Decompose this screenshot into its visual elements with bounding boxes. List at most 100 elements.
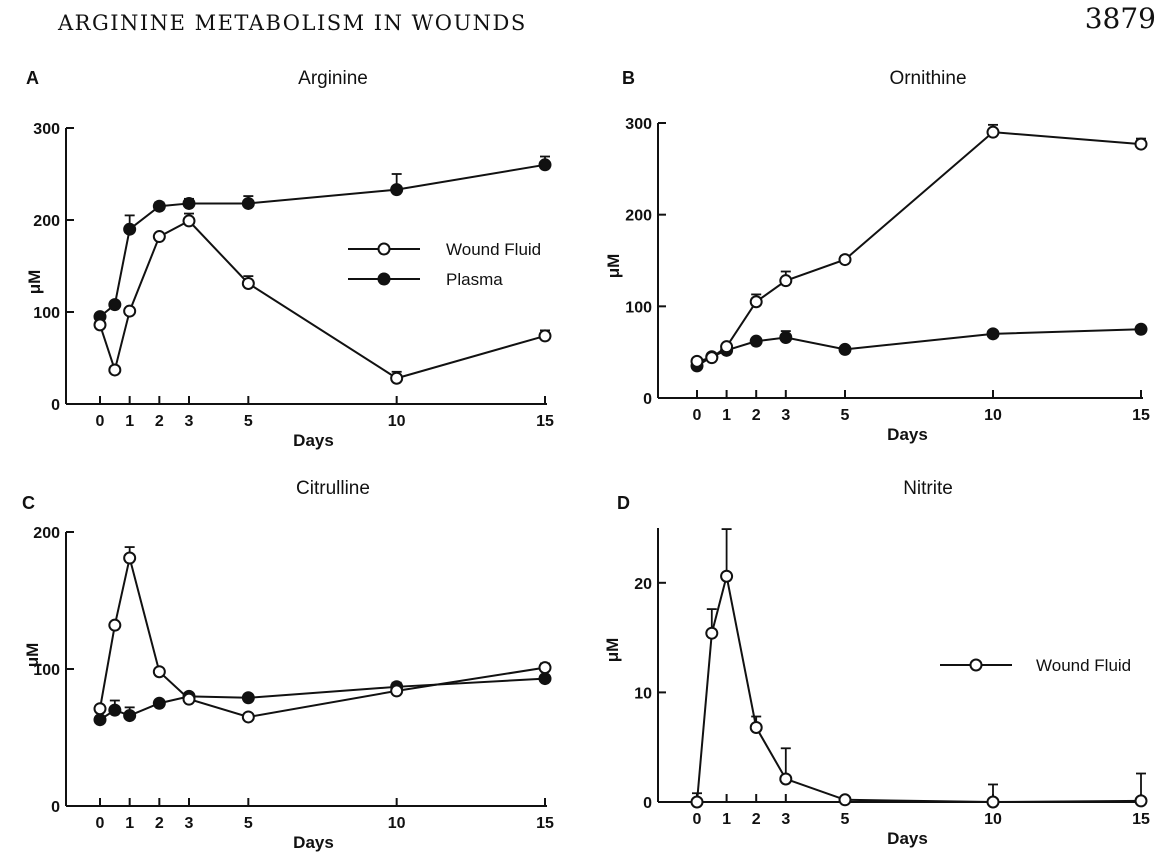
data-point-plasma	[1134, 322, 1148, 336]
series-line-plasma	[99, 163, 546, 318]
x-tick-label: 2	[155, 413, 164, 430]
legend-marker	[969, 658, 983, 672]
x-tick-label: 5	[841, 407, 850, 424]
panel-b-ornithine: B Ornithine 0 100 200 300 0 1 2 3 5 10 15 Days μM	[604, 68, 1150, 444]
data-point-wound-fluid	[241, 710, 255, 724]
y-axis-label: μM	[25, 270, 44, 295]
x-tick-label: 3	[781, 407, 790, 424]
y-tick-label: 100	[33, 662, 60, 679]
y-tick-label: 200	[33, 525, 60, 542]
panel-letter: A	[26, 68, 39, 88]
data-point-wound-fluid	[720, 569, 734, 583]
x-tick-label: 15	[536, 815, 554, 832]
data-point-plasma	[123, 709, 137, 723]
y-tick-label: 20	[634, 576, 652, 593]
y-axis-label: μM	[604, 254, 623, 279]
data-point-wound-fluid	[152, 665, 166, 679]
data-point-wound-fluid	[986, 125, 1000, 139]
series-line-wound-fluid	[99, 557, 546, 718]
y-tick-label: 300	[625, 116, 652, 133]
series-line-wound-fluid	[696, 575, 1142, 804]
data-point-plasma	[838, 342, 852, 356]
data-point-wound-fluid	[538, 329, 552, 343]
page-number: 3879	[1085, 2, 1156, 35]
y-axis-label: μM	[23, 643, 42, 668]
data-point-wound-fluid	[123, 304, 137, 318]
data-point-wound-fluid	[1134, 794, 1148, 808]
x-tick-label: 5	[244, 815, 253, 832]
x-tick-label: 10	[984, 811, 1002, 828]
data-point-wound-fluid	[749, 295, 763, 309]
data-point-plasma	[538, 672, 552, 686]
x-tick-label: 5	[244, 413, 253, 430]
data-point-plasma	[152, 696, 166, 710]
data-point-wound-fluid	[241, 276, 255, 290]
data-point-plasma	[241, 691, 255, 705]
panel-title: Arginine	[298, 68, 368, 89]
panel-title: Ornithine	[889, 68, 966, 89]
data-point-plasma	[241, 196, 255, 210]
y-tick-label: 0	[51, 799, 60, 816]
data-point-wound-fluid	[690, 795, 704, 809]
data-point-wound-fluid	[152, 230, 166, 244]
data-point-wound-fluid	[108, 618, 122, 632]
x-tick-label: 2	[155, 815, 164, 832]
data-point-wound-fluid	[838, 793, 852, 807]
data-point-wound-fluid	[1134, 137, 1148, 151]
y-tick-label: 0	[51, 397, 60, 414]
y-axis-label: μM	[603, 638, 622, 663]
series-line-plasma	[99, 677, 546, 721]
series-line-plasma	[696, 328, 1142, 367]
legend-label: Wound Fluid	[1036, 656, 1131, 675]
x-tick-label: 1	[125, 413, 134, 430]
panel-letter: C	[22, 493, 35, 513]
data-point-plasma	[390, 183, 404, 197]
x-axis-label: Days	[293, 431, 334, 450]
x-tick-label: 0	[96, 413, 105, 430]
x-tick-label: 1	[722, 407, 731, 424]
data-point-wound-fluid	[123, 551, 137, 565]
x-tick-label: 2	[752, 407, 761, 424]
y-tick-label: 200	[33, 213, 60, 230]
panel-d-nitrite: D Nitrite 0 10 20 0 1 2 3 5 10 15 Days μM Wound Fluid	[603, 478, 1150, 848]
x-tick-label: 1	[125, 815, 134, 832]
data-point-wound-fluid	[779, 772, 793, 786]
x-tick-label: 15	[1132, 407, 1150, 424]
data-point-plasma	[182, 196, 196, 210]
x-tick-label: 10	[388, 815, 406, 832]
data-point-plasma	[152, 199, 166, 213]
data-point-wound-fluid	[749, 720, 763, 734]
data-point-plasma	[986, 327, 1000, 341]
series-line-wound-fluid	[696, 131, 1142, 363]
y-tick-label: 200	[625, 208, 652, 225]
data-point-wound-fluid	[538, 661, 552, 675]
x-tick-label: 3	[185, 413, 194, 430]
legend-marker	[377, 242, 391, 256]
data-point-plasma	[123, 222, 137, 236]
panel-title: Citrulline	[296, 478, 370, 499]
x-tick-label: 3	[185, 815, 194, 832]
x-tick-label: 0	[693, 811, 702, 828]
data-point-plasma	[779, 331, 793, 344]
data-point-wound-fluid	[705, 626, 719, 640]
data-point-wound-fluid	[705, 351, 719, 365]
y-tick-label: 300	[33, 121, 60, 138]
data-point-wound-fluid	[390, 371, 404, 385]
series-line-wound-fluid	[99, 219, 546, 380]
panel-letter: D	[617, 493, 630, 513]
x-tick-label: 15	[1132, 811, 1150, 828]
x-axis-label: Days	[293, 833, 334, 852]
data-point-wound-fluid	[838, 253, 852, 267]
data-point-plasma	[108, 298, 122, 312]
y-tick-label: 0	[643, 391, 652, 408]
x-tick-label: 15	[536, 413, 554, 430]
x-tick-label: 0	[693, 407, 702, 424]
x-axis-label: Days	[887, 829, 928, 848]
panel-letter: B	[622, 68, 635, 88]
legend-label: Wound Fluid	[446, 240, 541, 259]
y-tick-label: 100	[33, 305, 60, 322]
data-point-wound-fluid	[93, 702, 107, 716]
data-point-wound-fluid	[986, 795, 1000, 809]
panel-a-arginine: A Arginine 0 100 200 300 0 1 2 3 5 10 15 Days μM Wound …	[25, 68, 554, 450]
data-point-wound-fluid	[779, 274, 793, 288]
